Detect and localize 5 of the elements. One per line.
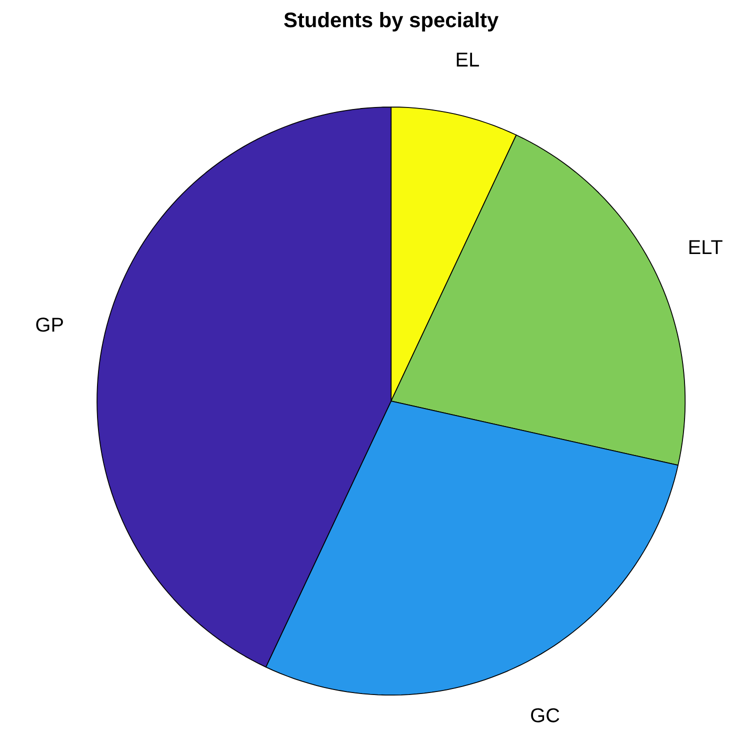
slice-label: GC bbox=[531, 708, 560, 722]
slice-label: ELT bbox=[689, 240, 722, 254]
slice-label: GP bbox=[36, 318, 63, 332]
chart-title: Students by specialty bbox=[284, 12, 498, 32]
slice-label: EL bbox=[456, 52, 479, 66]
